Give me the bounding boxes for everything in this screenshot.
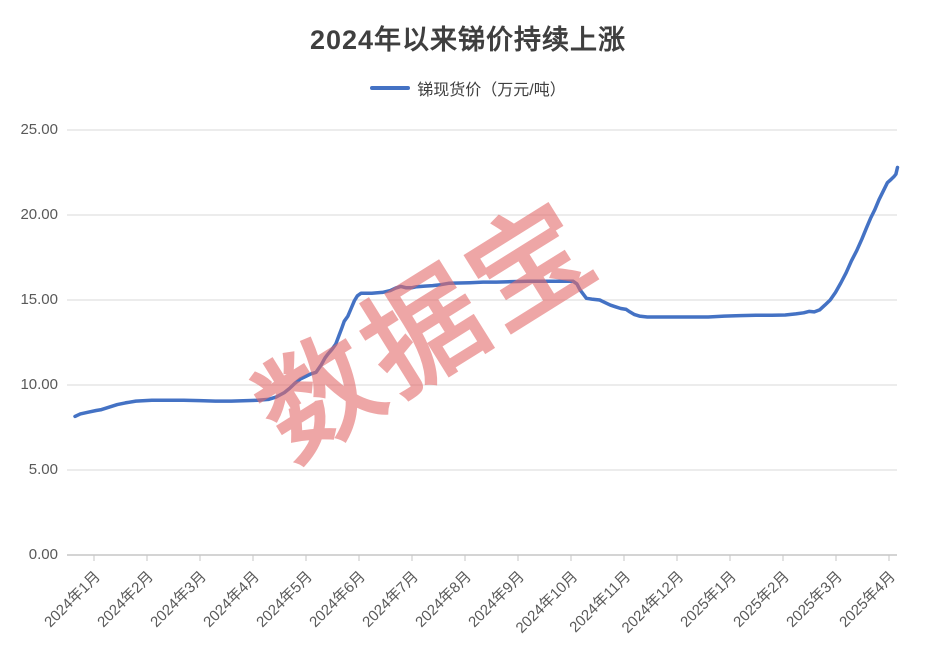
y-axis-label: 0.00 [28,546,58,563]
y-axis-label: 15.00 [20,291,58,308]
y-axis-label: 25.00 [20,121,58,138]
chart-title: 2024年以来锑价持续上涨 [309,25,627,55]
legend-series-label: 锑现货价（万元/吨） [417,82,566,99]
y-axis-label: 5.00 [28,461,58,478]
y-axis-label: 10.00 [20,376,58,393]
legend-line-swatch [370,86,411,90]
price-line [73,165,900,419]
y-axis-label: 20.00 [20,206,58,223]
legend[interactable]: 锑现货价（万元/吨） [0,78,936,99]
